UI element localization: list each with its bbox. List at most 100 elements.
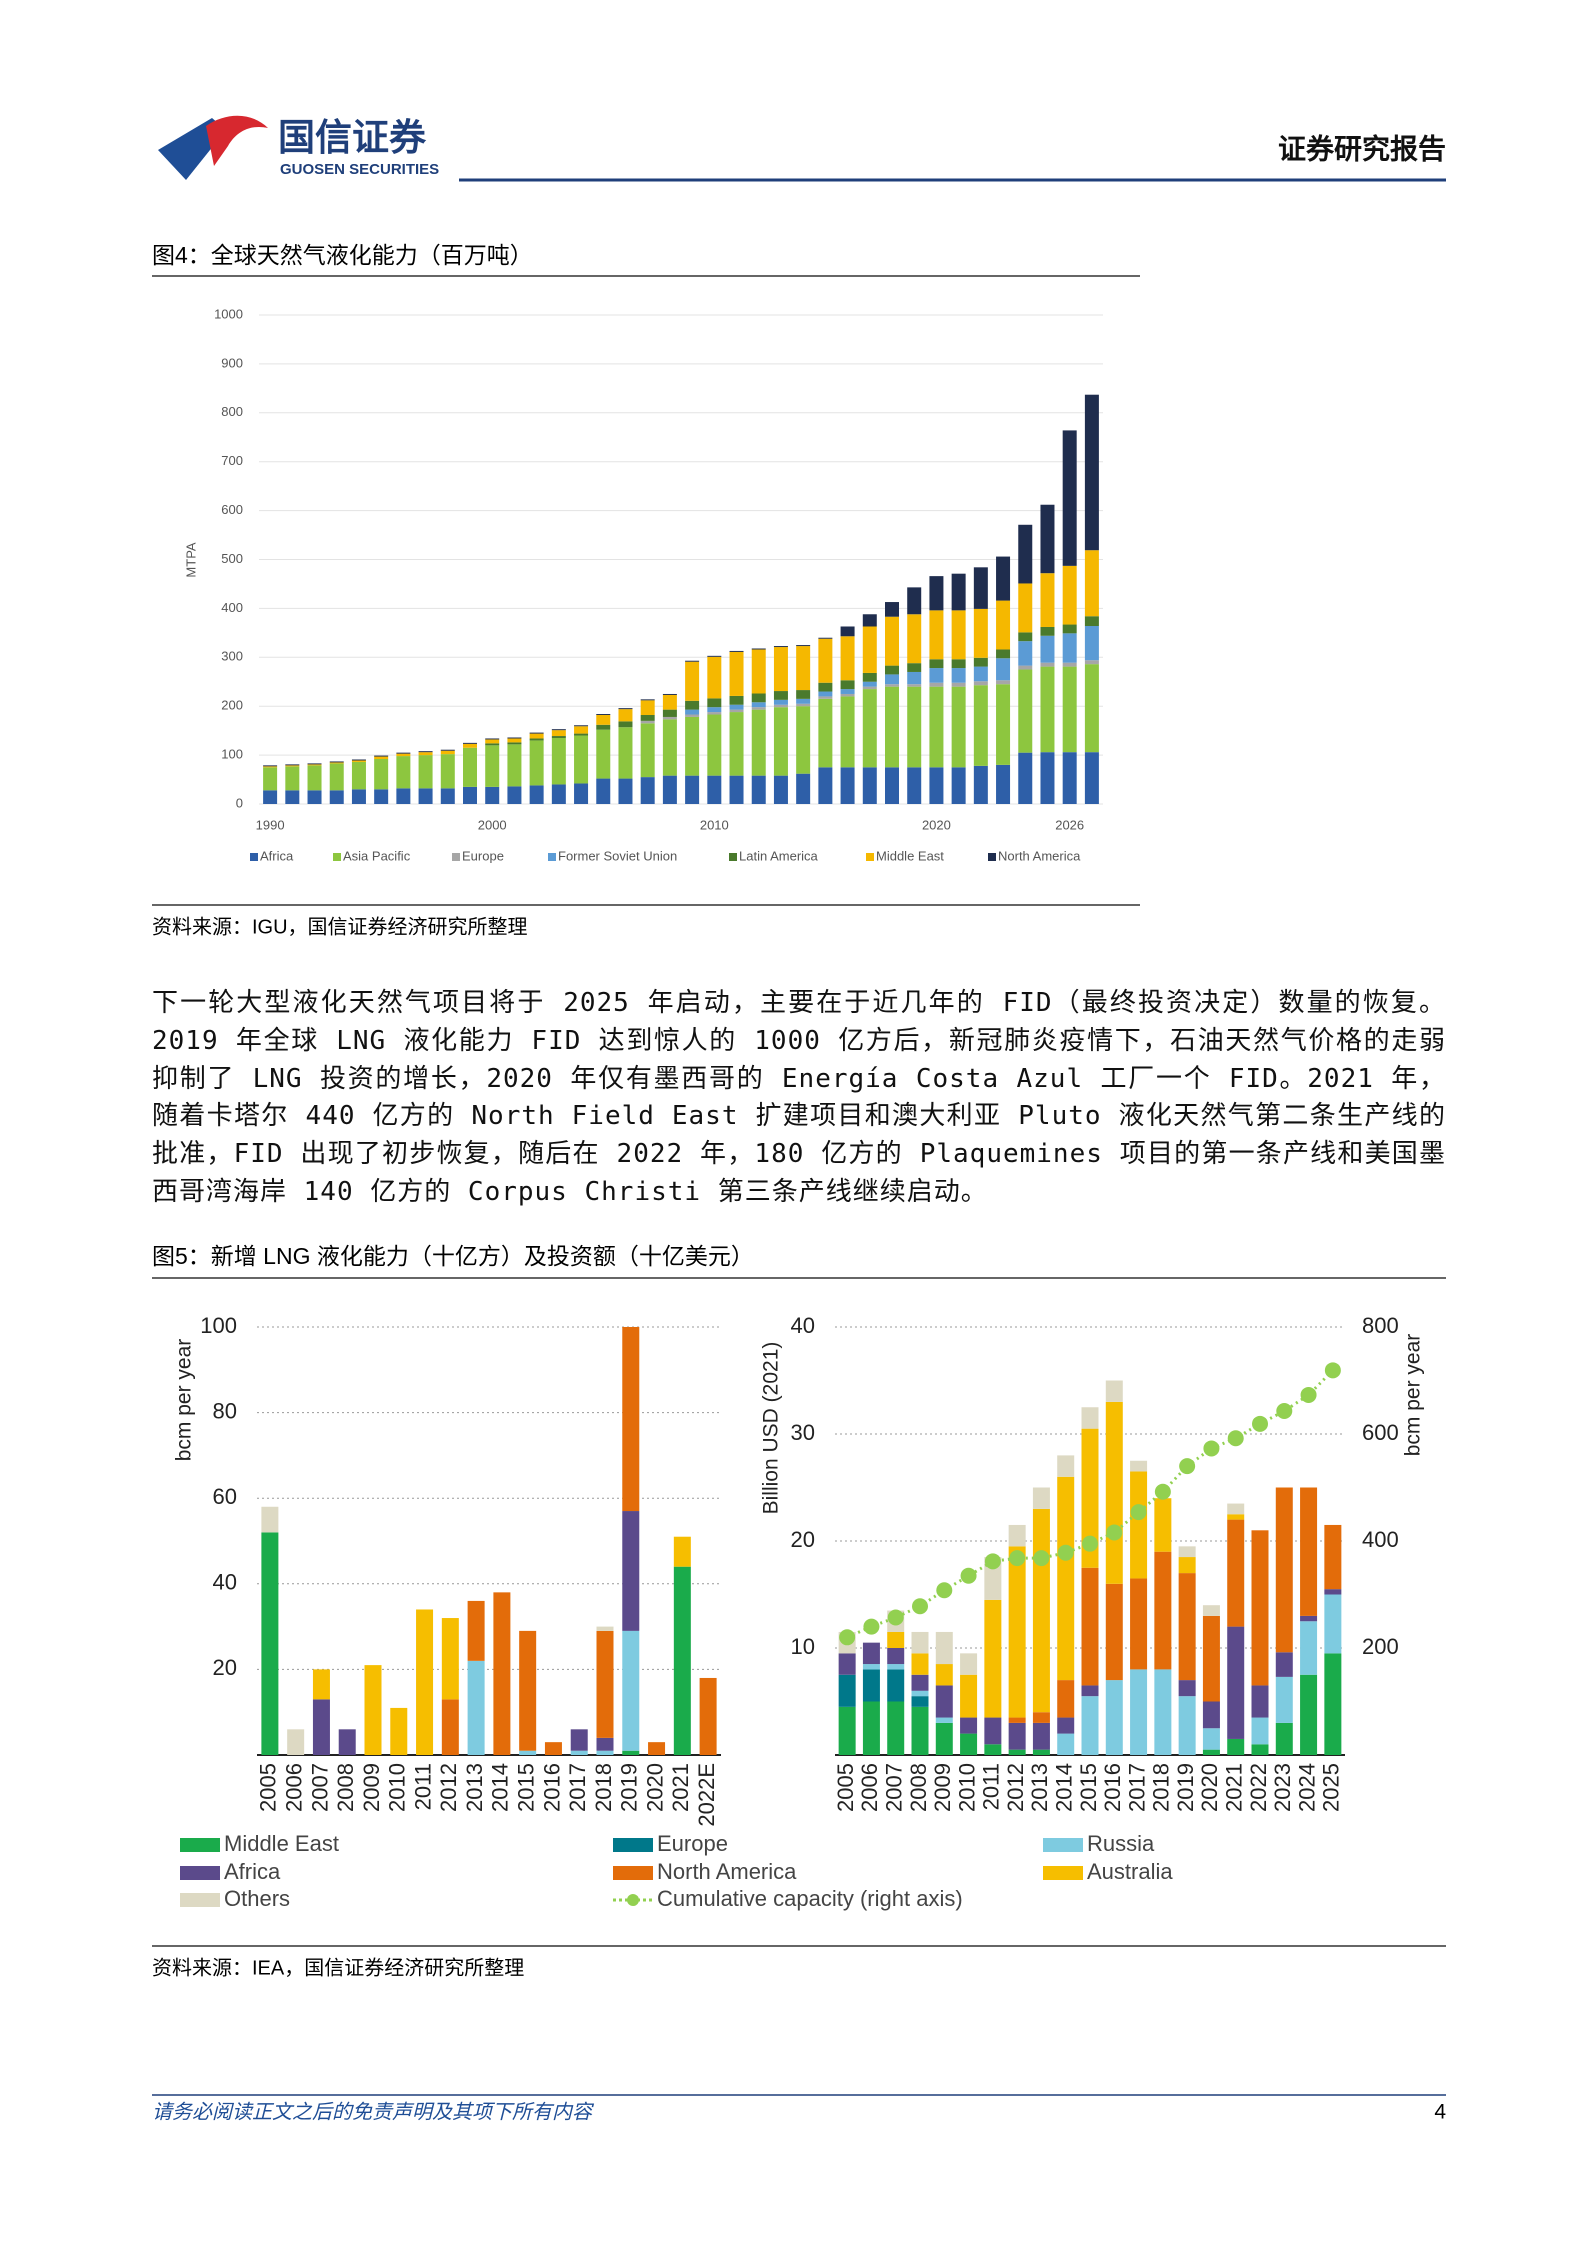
report-type: 证券研究报告 (1278, 132, 1446, 164)
bar-segment (996, 680, 1011, 685)
bar-segment (911, 1706, 929, 1755)
bar-segment (263, 767, 278, 791)
bar-segment (862, 672, 877, 682)
bar-segment (729, 704, 744, 710)
bar-segment (312, 1669, 330, 1700)
bar-segment (685, 775, 700, 804)
y2-tick-label: 400 (1362, 1527, 1399, 1552)
body-paragraph: 下一轮大型液化天然气项目将于 2025 年启动，主要在于近几年的 FID（最终投… (152, 988, 1446, 1207)
bar-segment (838, 1653, 856, 1675)
bar-segment (312, 1699, 330, 1755)
bar-segment (418, 752, 433, 756)
bar-segment (751, 707, 766, 710)
bar-segment (574, 735, 589, 784)
legend-label: Africa (224, 1859, 281, 1884)
bar-segment (622, 1511, 640, 1631)
bar-segment (796, 703, 811, 707)
bar-segment (351, 761, 366, 790)
bar-segment (840, 689, 855, 694)
bar-segment (618, 709, 633, 722)
bar-segment (1040, 635, 1055, 663)
bar-segment (551, 729, 566, 731)
x-tick-label: 2022E (694, 1763, 719, 1827)
bar-segment (729, 695, 744, 705)
bar-segment (1040, 626, 1055, 636)
x-tick-label: 2007 (882, 1763, 907, 1812)
bar-segment (418, 755, 433, 789)
bar-segment (960, 1733, 978, 1755)
line-point (936, 1582, 953, 1599)
bar-segment (640, 715, 655, 721)
bar-segment (622, 1327, 640, 1512)
legend-label: Asia Pacific (343, 848, 411, 863)
bar-segment (1081, 1407, 1099, 1429)
bar-segment (1324, 1524, 1342, 1590)
bar-segment (751, 775, 766, 804)
bar-segment (818, 638, 833, 683)
bar-segment (907, 686, 922, 768)
bar-segment (551, 736, 566, 738)
company-en: GUOSEN SECURITIES (280, 161, 439, 178)
bar-segment (662, 694, 677, 710)
bar-segment (1300, 1487, 1318, 1616)
bar-segment (887, 1701, 905, 1755)
bar-segment (507, 744, 522, 787)
legend-label: Latin America (739, 848, 819, 863)
figure-title: 图5：新增 LNG 液化能力（十亿方）及投资额（十亿美元） (152, 1243, 754, 1269)
bar-segment (1227, 1626, 1245, 1739)
legend-swatch (627, 1894, 639, 1906)
line-point (1179, 1458, 1196, 1475)
bar-segment (1275, 1676, 1293, 1723)
bar-segment (907, 767, 922, 804)
bar-segment (1040, 752, 1055, 804)
bar-segment (951, 686, 966, 768)
legend-swatch (1043, 1866, 1083, 1880)
bar-segment (440, 788, 455, 804)
bar-segment (551, 737, 566, 785)
y-tick-label: 100 (221, 747, 243, 762)
x-tick-label: 2016 (539, 1763, 564, 1812)
bar-segment (929, 668, 944, 683)
legend-label: Europe (462, 848, 504, 863)
bar-segment (840, 767, 855, 804)
bar-segment (1105, 1583, 1123, 1681)
bar-segment (1105, 1401, 1123, 1584)
bar-segment (862, 689, 877, 768)
x-tick-label: 2014 (488, 1763, 513, 1812)
bar-segment (418, 751, 433, 753)
bar-segment (685, 661, 700, 701)
line-point (1203, 1440, 1220, 1457)
x-tick-label: 2005 (833, 1763, 858, 1812)
bar-segment (519, 1630, 537, 1751)
bar-segment (529, 785, 544, 804)
bar-segment (929, 767, 944, 804)
bar-segment (1324, 1653, 1342, 1755)
y-tick-label: 0 (236, 795, 243, 810)
legend-swatch (613, 1838, 653, 1852)
bar-segment (1018, 752, 1033, 804)
bar-segment (818, 691, 833, 697)
legend-label: Middle East (876, 848, 944, 863)
x-tick-label: 2016 (1100, 1763, 1125, 1812)
bar-segment (596, 1630, 614, 1738)
legend-label: North America (998, 848, 1081, 863)
bar-segment (1057, 1476, 1075, 1681)
bar-segment (773, 704, 788, 708)
x-tick-label: 2007 (307, 1763, 332, 1812)
y-tick-label: 10 (791, 1634, 815, 1659)
bar-segment (773, 647, 788, 692)
bar-segment (529, 733, 544, 739)
line-point (1227, 1430, 1244, 1447)
bar-segment (773, 775, 788, 804)
x-tick-label: 2021 (668, 1763, 693, 1812)
bar-segment (618, 708, 633, 710)
bar-segment (907, 684, 922, 687)
bar-segment (929, 686, 944, 768)
bar-segment (729, 651, 744, 696)
bar-segment (907, 587, 922, 615)
line-point (960, 1567, 977, 1584)
legend-label: North America (657, 1859, 797, 1884)
bar-segment (351, 760, 366, 762)
bar-segment (1275, 1487, 1293, 1653)
bar-segment (885, 674, 899, 685)
